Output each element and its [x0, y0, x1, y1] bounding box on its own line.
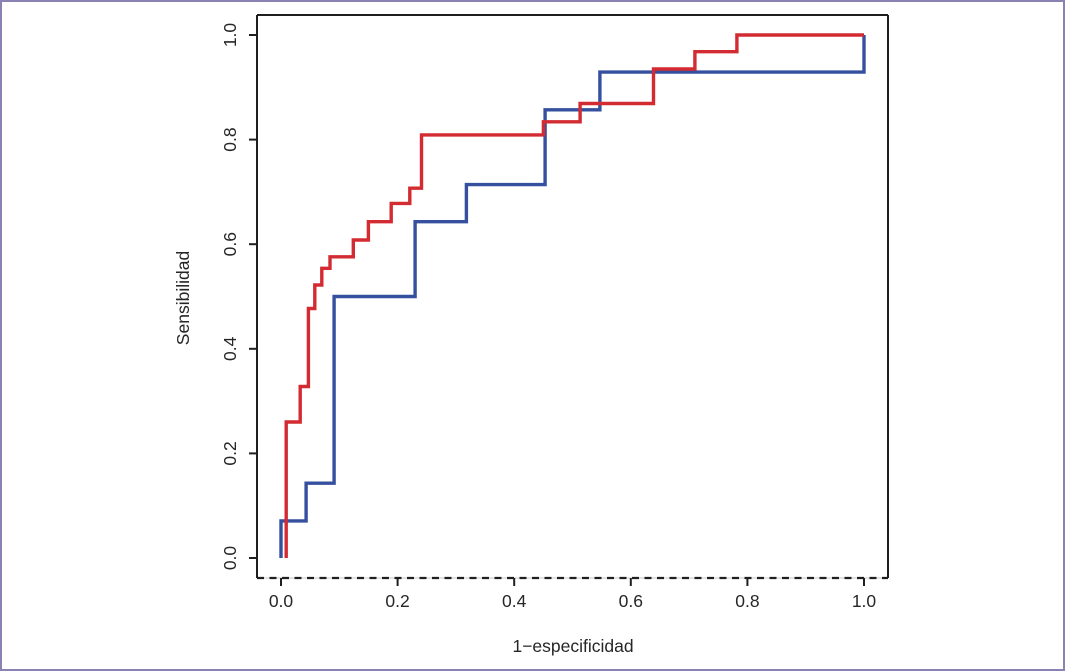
x-tick-label: 0.4 [502, 591, 527, 611]
y-tick-label: 1.0 [220, 23, 240, 48]
plot-frame [256, 14, 889, 580]
axes: 0.0 0.2 0.4 0.6 0.8 1.0 0.0 0.2 0.4 0.6 0.8 1.0 [220, 23, 876, 611]
x-tick-label: 1.0 [852, 591, 877, 611]
roc-curve-red [284, 33, 864, 558]
y-tick-label: 0.4 [220, 336, 240, 361]
roc-curve-blue [279, 35, 866, 558]
x-tick-label: 0.6 [619, 591, 643, 611]
x-tick-label: 0.2 [385, 591, 409, 611]
y-tick-label: 0.8 [220, 127, 240, 151]
y-tick-label: 0.6 [220, 232, 240, 256]
x-tick-label: 0.8 [735, 591, 759, 611]
x-axis-title: 1−especificidad [512, 636, 633, 656]
roc-curves [279, 33, 866, 558]
y-axis-title: Sensibilidad [173, 251, 193, 345]
y-tick-label: 0.2 [220, 441, 240, 465]
y-tick-label: 0.0 [220, 546, 240, 571]
x-tick-label: 0.0 [269, 591, 294, 611]
